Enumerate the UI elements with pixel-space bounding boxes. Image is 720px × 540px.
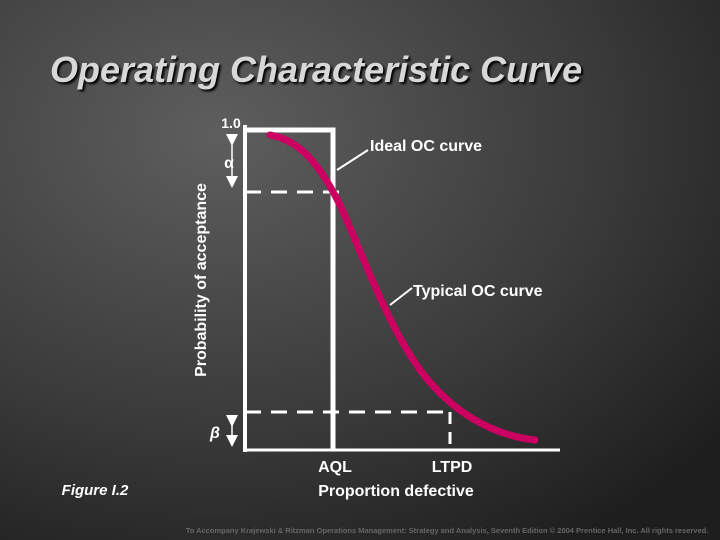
ideal-label: Ideal OC curve <box>370 138 482 155</box>
figure-label: Figure I.2 <box>62 482 129 499</box>
typical-leader <box>389 287 413 306</box>
y-max-label: 1.0 <box>221 115 241 131</box>
x-axis-label: Proportion defective <box>318 483 474 500</box>
alpha-label: α <box>224 155 234 172</box>
footer: To Accompany Krajewski & Ritzman Operati… <box>186 526 709 535</box>
title: Operating Characteristic Curve <box>50 49 582 90</box>
ideal-leader <box>336 149 369 171</box>
typical-curve <box>266 131 539 444</box>
aql-label: AQL <box>318 459 352 476</box>
ltpd-label: LTPD <box>432 459 473 476</box>
y-axis-label: Probability of acceptance <box>193 183 210 377</box>
beta-label: β <box>209 425 220 442</box>
typical-label: Typical OC curve <box>413 283 543 300</box>
ideal-curve <box>245 127 336 450</box>
